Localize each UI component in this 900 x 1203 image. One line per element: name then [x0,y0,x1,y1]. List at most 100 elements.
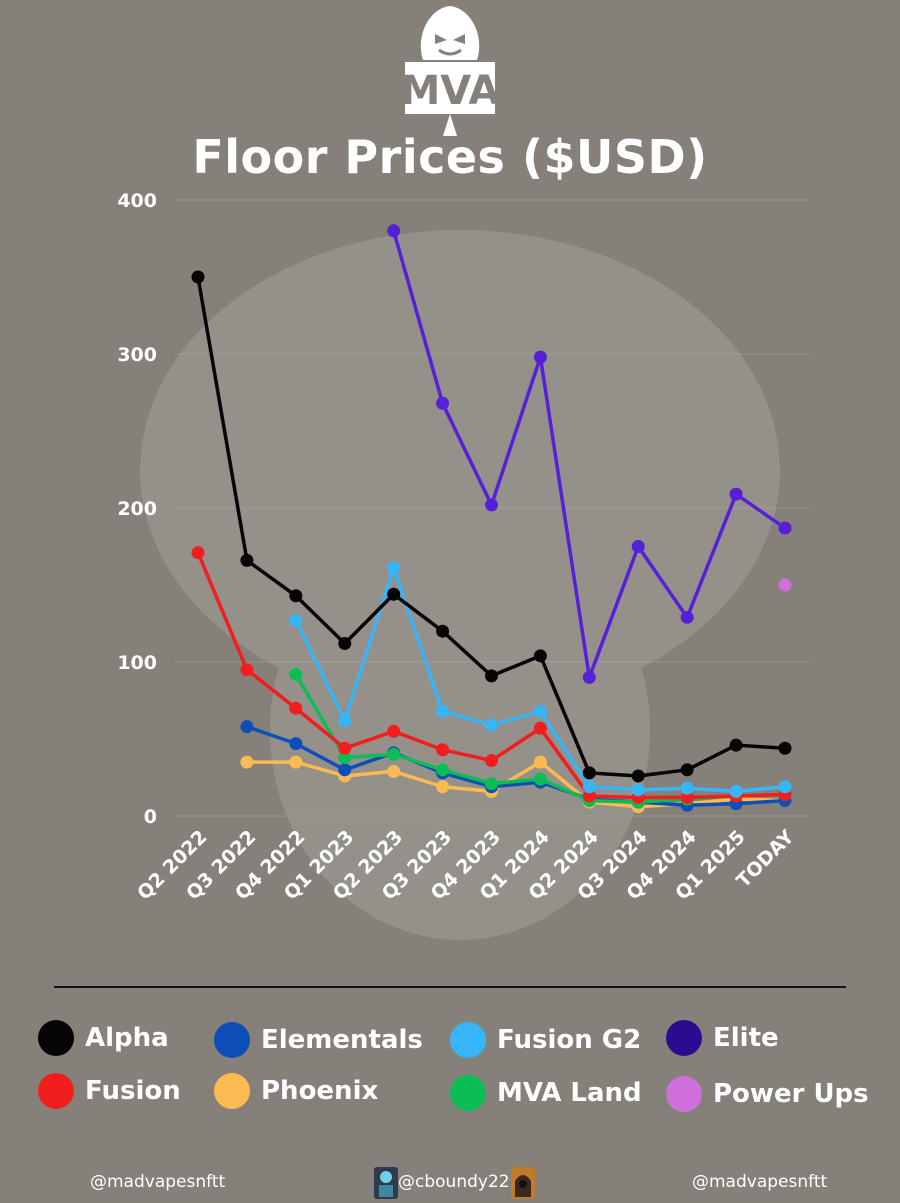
data-point [240,720,254,734]
legend-item-power-ups: Power Ups [666,1074,869,1114]
chart-title: Floor Prices ($USD) [192,130,708,184]
y-tick-label: 400 [117,190,157,212]
data-point [631,540,645,553]
data-point [436,624,450,638]
y-tick-label: 100 [117,652,157,674]
hooded-avatar-icon [511,1167,535,1199]
legend-label: Elementals [261,1025,423,1055]
data-point [240,755,254,769]
legend-item-fusion-g2: Fusion G2 [450,1020,641,1060]
data-point [778,780,792,794]
data-point [338,763,352,777]
footer-handle-left[interactable]: @madvapesnftt [90,1172,226,1192]
data-point [387,587,401,601]
legend-label: Power Ups [713,1079,869,1109]
gorilla-logo: MVA [400,6,500,136]
data-point [533,721,547,735]
data-point [533,772,547,786]
data-point [729,784,743,798]
data-point [485,718,498,732]
legend-item-elementals: Elementals [214,1020,423,1060]
elementals-dot [214,1022,250,1058]
data-point [680,791,694,805]
data-point [289,737,303,751]
data-point [338,637,352,651]
legend-label: Alpha [85,1023,169,1053]
data-point [533,704,547,718]
series-alpha [191,270,792,783]
data-point [387,764,401,778]
legend-label: Fusion [85,1076,181,1106]
data-point [289,589,303,603]
data-point [680,781,694,795]
data-point [631,783,645,797]
data-point [485,777,498,791]
logo-letters: MVA [400,68,499,114]
data-point [387,224,401,238]
data-point [729,487,743,501]
data-point [338,750,352,764]
data-point [240,663,254,677]
data-point [533,755,547,769]
fusion-g2-dot [450,1022,486,1058]
data-point [485,498,498,512]
data-point [729,738,743,752]
series-power-ups [778,578,792,592]
data-point [485,669,498,683]
data-point [387,561,401,575]
elite-dot [666,1020,702,1056]
legend-item-elite: Elite [666,1018,779,1058]
data-point [582,766,596,780]
data-point [533,350,547,364]
footer-handle-right[interactable]: @madvapesnftt [692,1172,828,1192]
data-point [778,578,792,592]
data-point [387,724,401,738]
series-line [246,760,786,809]
mva-land-dot [450,1075,486,1111]
legend-label: Fusion G2 [497,1025,642,1055]
data-point [436,763,450,777]
legend-divider [54,986,846,988]
legend-item-mva-land: MVA Land [450,1073,642,1113]
data-point [338,741,352,755]
power-ups-dot [666,1076,702,1112]
data-point [289,667,303,681]
data-point [582,789,596,803]
data-point [387,747,401,761]
legend-item-fusion: Fusion [38,1071,181,1111]
data-point [289,701,303,715]
legend-label: Phoenix [261,1076,379,1106]
footer-handle-center[interactable]: @cboundy22 [398,1172,510,1192]
data-point [582,670,596,684]
data-point [436,704,450,718]
data-point [631,769,645,783]
data-point [289,755,303,769]
fusion-dot [38,1073,74,1109]
phoenix-dot [214,1073,250,1109]
data-point [778,741,792,755]
y-tick-label: 200 [117,498,157,520]
data-point [191,546,205,560]
y-tick-label: 300 [117,344,157,366]
data-point [485,754,498,768]
data-point [680,610,694,624]
y-tick-label: 0 [144,806,157,828]
data-point [680,763,694,777]
legend-item-alpha: Alpha [38,1018,169,1058]
data-point [533,649,547,663]
series-elite [387,224,792,684]
data-point [778,521,792,535]
alpha-dot [38,1020,74,1056]
legend-label: Elite [713,1023,779,1053]
robot-avatar-icon [374,1167,398,1199]
legend-label: MVA Land [497,1078,642,1108]
series-line [246,725,786,807]
legend-item-phoenix: Phoenix [214,1071,378,1111]
data-point [338,714,352,728]
data-point [582,780,596,794]
data-point [436,396,450,410]
data-point [436,743,450,757]
data-point [240,553,254,567]
data-point [191,270,205,284]
